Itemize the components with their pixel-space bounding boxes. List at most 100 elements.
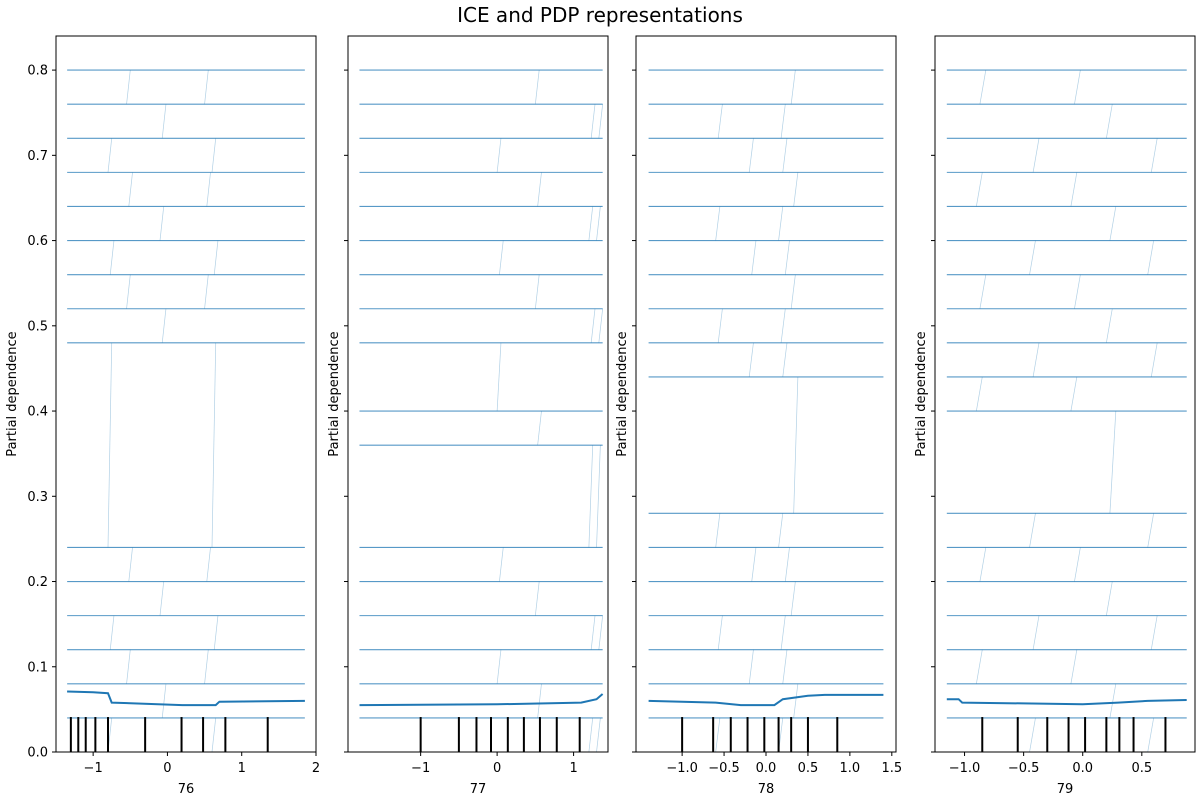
- ice-step: [107, 342, 113, 548]
- ice-step: [496, 138, 502, 173]
- ice-step: [161, 683, 167, 718]
- ice-step: [979, 274, 987, 309]
- ice-step: [780, 104, 786, 139]
- ice-step: [1070, 172, 1078, 207]
- ice-step: [213, 240, 219, 275]
- x-tick-label: 1.5: [881, 761, 902, 776]
- ice-step: [535, 581, 540, 616]
- x-tick-label: −1: [411, 761, 430, 776]
- ice-step: [598, 615, 603, 650]
- ice-step: [126, 274, 131, 309]
- ice-step: [109, 615, 115, 650]
- pd-average-line: [946, 698, 1187, 706]
- ice-step: [793, 683, 799, 718]
- ice-step: [206, 547, 211, 582]
- ice-step: [1106, 581, 1113, 616]
- ice-step: [1106, 104, 1113, 139]
- ice-step: [161, 104, 167, 139]
- x-tick-label: 1.0: [840, 761, 861, 776]
- ice-step: [213, 615, 219, 650]
- ice-step: [590, 615, 596, 650]
- ice-step: [159, 581, 165, 616]
- ice-step: [496, 342, 502, 412]
- figure-title: ICE and PDP representations: [457, 3, 743, 27]
- ice-step: [128, 547, 133, 582]
- ice-step: [1032, 342, 1040, 378]
- x-axis-label: 76: [178, 782, 195, 797]
- ice-step: [588, 445, 594, 548]
- ice-step: [790, 70, 796, 105]
- ice-step: [499, 547, 504, 582]
- ice-step: [976, 172, 983, 207]
- ice-step: [793, 172, 799, 207]
- y-tick-label: 0.7: [27, 149, 48, 164]
- ice-step: [596, 717, 601, 752]
- ice-step: [128, 172, 133, 207]
- x-axis-label: 78: [758, 782, 775, 797]
- panel-79: −1.0 −0.5 0.0 0.5 79 Partial dependence: [914, 35, 1196, 797]
- ice-step: [778, 206, 784, 241]
- ice-step: [782, 342, 788, 377]
- y-tick-label: 0.6: [27, 234, 48, 249]
- ice-step: [1147, 513, 1154, 548]
- ice-step: [778, 513, 784, 548]
- x-tick-label: 0: [493, 761, 501, 776]
- ice-step: [211, 342, 217, 548]
- ice-step: [204, 70, 209, 105]
- ice-step: [1109, 411, 1117, 514]
- ice-step: [588, 206, 594, 241]
- panel-data: [648, 69, 884, 752]
- ice-step: [715, 717, 721, 752]
- x-tick-label: −1.0: [949, 761, 981, 776]
- panel-78: −1.0 −0.5 0.0 0.5 1.0 1.5 78 Partial dependence: [615, 35, 902, 797]
- ice-step: [211, 138, 217, 173]
- ice-step: [979, 70, 987, 105]
- ice-step: [535, 274, 540, 309]
- ice-step: [109, 240, 115, 275]
- ice-step: [780, 615, 786, 650]
- ice-step: [537, 411, 542, 446]
- ice-step: [1147, 717, 1154, 752]
- ice-step: [590, 308, 596, 343]
- ice-step: [1150, 615, 1158, 650]
- x-tick-label: 0.0: [1072, 761, 1093, 776]
- x-axis-label: 79: [1057, 782, 1074, 797]
- ice-step: [1032, 615, 1040, 650]
- y-tick-label: 0.1: [27, 660, 48, 675]
- ice-step: [206, 172, 211, 207]
- ice-step: [159, 206, 165, 241]
- ice-step: [107, 138, 113, 173]
- panel-77: −1 0 1 77 Partial dependence: [327, 35, 609, 797]
- x-tick-label: 2: [312, 761, 320, 776]
- pd-average-line: [648, 693, 884, 707]
- y-axis-label: Partial dependence: [615, 331, 630, 456]
- ice-step: [715, 513, 721, 548]
- y-axis-label: Partial dependence: [327, 331, 342, 456]
- ice-step: [161, 308, 167, 343]
- axes-frame: [934, 35, 1196, 753]
- ice-step: [1150, 342, 1158, 378]
- y-tick-label: 0.0: [27, 746, 48, 761]
- ice-step: [780, 308, 786, 343]
- ice-step: [784, 547, 790, 582]
- x-axis-label: 77: [470, 782, 487, 797]
- ice-step: [535, 70, 540, 105]
- ice-step: [751, 547, 757, 582]
- x-tick-label: −1.0: [666, 761, 698, 776]
- x-tick-label: 0.5: [798, 761, 819, 776]
- ice-step: [717, 615, 723, 650]
- panel-data: [946, 69, 1187, 752]
- ice-step: [976, 376, 983, 412]
- axes-frame: [55, 35, 317, 753]
- y-tick-label: 0.3: [27, 490, 48, 505]
- ice-step: [598, 104, 603, 139]
- ice-step: [782, 649, 788, 684]
- x-tick-label: −1: [84, 761, 103, 776]
- x-tick-label: 0: [163, 761, 171, 776]
- ice-step: [1074, 547, 1081, 582]
- panel-data: [67, 69, 305, 752]
- panel-data: [359, 69, 604, 752]
- ice-step: [717, 308, 723, 343]
- ice-step: [1032, 138, 1040, 173]
